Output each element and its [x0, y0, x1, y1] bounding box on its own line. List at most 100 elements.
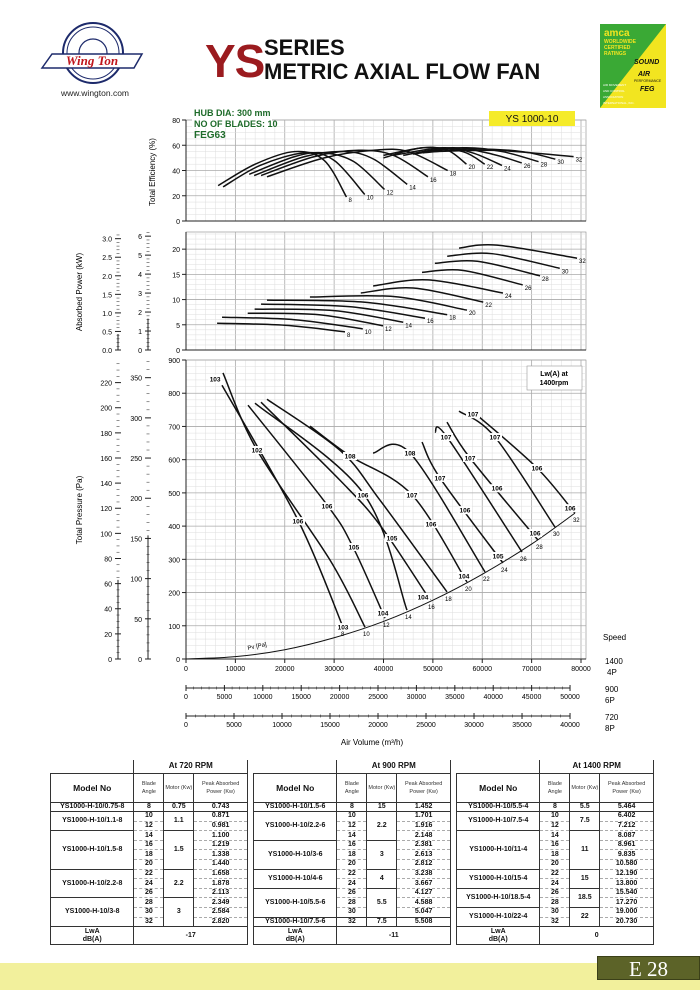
motor-kw: 11	[569, 830, 601, 870]
peak-power: 2.349	[193, 897, 248, 909]
x-tick-label-1400: 20000	[275, 666, 295, 673]
y-tick-label: 20	[172, 247, 180, 254]
noise-level-label: 107	[435, 475, 446, 482]
curve-label-18: 18	[449, 316, 456, 322]
blade-angle: 18	[539, 849, 571, 861]
curve-label-24: 24	[505, 294, 512, 300]
peak-power: 4.588	[396, 897, 451, 909]
speed-900-poles: 6P	[605, 696, 615, 705]
table-row: YS1000-H-10/0.75-8 8 0.75 0.743	[49, 801, 248, 813]
table-row: YS1000-H-10/2.2-8 22 2.2 1.658	[49, 868, 248, 899]
curve-angle-10	[222, 316, 363, 330]
peak-power: 1.878	[193, 878, 248, 889]
curve-label-18: 18	[445, 597, 452, 603]
speed-1400-poles: 4P	[607, 668, 617, 677]
peak-power: 6.402	[599, 811, 654, 822]
website-url[interactable]: www.wington.com	[60, 88, 130, 98]
curve-label-16: 16	[427, 319, 434, 325]
secondary-tick-label: 20	[104, 632, 112, 639]
noise-label-bg	[530, 463, 545, 472]
curve-angle-10	[222, 372, 366, 628]
peak-power: 2.584	[193, 907, 248, 918]
secondary-tick-label: 160	[100, 456, 112, 463]
curve-angle-22	[360, 286, 484, 303]
noise-level-label: 106	[460, 508, 471, 515]
table-row: YS1000-H-10/18.5-4 26 18.5 15.540	[455, 887, 654, 909]
x-tick-label-900: 15000	[291, 694, 311, 701]
noise-label-bg	[463, 454, 478, 463]
curve-label-18: 18	[450, 172, 457, 178]
secondary-tick-label: 180	[100, 431, 112, 438]
lw-note-box	[526, 365, 583, 391]
table-row: YS1000-H-10/5.5-6 26 5.5 4.127	[252, 887, 451, 918]
curve-angle-16	[260, 149, 429, 178]
svg-text:AND CONTROL: AND CONTROL	[603, 89, 625, 93]
model-no: YS1000-H-10/1.1-8	[49, 811, 135, 832]
curve-label-24: 24	[501, 568, 508, 574]
rpm-header: At 720 RPM	[133, 760, 248, 774]
blade-angle: 30	[539, 907, 571, 918]
svg-text:RATINGS: RATINGS	[604, 51, 627, 57]
y-tick-label: 400	[168, 524, 180, 531]
secondary-tick-label: 1	[138, 329, 142, 336]
peak-power: 9.835	[599, 849, 654, 861]
curve-label-10: 10	[365, 330, 372, 336]
y-tick-label: 800	[168, 391, 180, 398]
blade-angle: 32	[539, 916, 571, 928]
svg-text:ASSOCIATION: ASSOCIATION	[603, 95, 623, 99]
x-tick-label-720: 5000	[226, 722, 242, 729]
table-row: YS1000-H-10/15-4 22 15 12.190	[455, 868, 654, 889]
secondary-tick-label: 80	[104, 556, 112, 563]
peak-power: 2.148	[396, 830, 451, 841]
blade-angle: 16	[336, 839, 368, 851]
peak-power: 0.871	[193, 811, 248, 822]
power-header: Peak Absorbed Power (Kw)	[193, 772, 248, 803]
curve-label-14: 14	[405, 615, 412, 621]
svg-text:FEG: FEG	[640, 86, 655, 93]
y-tick-label: 0	[176, 348, 180, 355]
peak-power: 20.730	[599, 916, 654, 928]
lwa-label: LwA dB(A)	[49, 926, 135, 946]
y-tick-label: 0	[176, 657, 180, 664]
noise-label-bg	[343, 452, 358, 461]
lw-note-line1: Lw(A) at	[540, 371, 568, 378]
blade-angle: 12	[133, 820, 165, 832]
table-row: YS1000-H-10/1.1-8 10 1.1 0.871	[49, 811, 248, 832]
noise-label-bg	[250, 446, 265, 455]
hub-dia-label: HUB DIA: 300 mm	[194, 108, 271, 118]
blades-label: NO OF BLADES: 10	[194, 119, 278, 129]
peak-power: 1.701	[396, 811, 451, 822]
svg-text:PERFORMANCE: PERFORMANCE	[634, 79, 662, 83]
blade-angle: 22	[133, 868, 165, 880]
curve-label-12: 12	[383, 623, 390, 629]
noise-label-bg	[384, 534, 399, 543]
noise-level-label: 106	[293, 519, 304, 526]
noise-label-bg	[528, 529, 543, 538]
curve-angle-18	[266, 148, 449, 178]
noise-level-label: 107	[468, 412, 479, 419]
curve-angle-12	[247, 312, 384, 327]
model-no: YS1000-H-10/22-4	[455, 907, 541, 928]
svg-text:SOUND: SOUND	[634, 59, 659, 66]
noise-level-label: 104	[459, 573, 470, 580]
curve-label-14: 14	[409, 185, 416, 191]
x-tick-label-900: 20000	[330, 694, 350, 701]
secondary-tick-label: 140	[100, 481, 112, 488]
x-tick-label-900: 5000	[217, 694, 233, 701]
x-tick-label-900: 45000	[522, 694, 542, 701]
secondary-tick-label: 300	[130, 416, 142, 423]
angle-header: Blade Angle	[336, 772, 368, 803]
model-no: YS1000-H-10/4-6	[252, 868, 338, 889]
blade-angle: 22	[336, 868, 368, 880]
model-no: YS1000-H-10/3-8	[49, 897, 135, 928]
y-tick-label: 15	[172, 272, 180, 279]
secondary-tick-label: 250	[130, 456, 142, 463]
curve-angle-32	[458, 243, 578, 259]
noise-level-label: 105	[348, 545, 359, 552]
angle-header: Blade Angle	[133, 772, 165, 803]
x-tick-label-1400: 10000	[226, 666, 246, 673]
noise-label-bg	[346, 543, 361, 552]
svg-text:CERTIFIED: CERTIFIED	[604, 45, 631, 51]
table-row: YS1000-H-10/7.5-4 10 7.5 6.402	[455, 811, 654, 832]
peak-power: 0.743	[193, 801, 248, 813]
